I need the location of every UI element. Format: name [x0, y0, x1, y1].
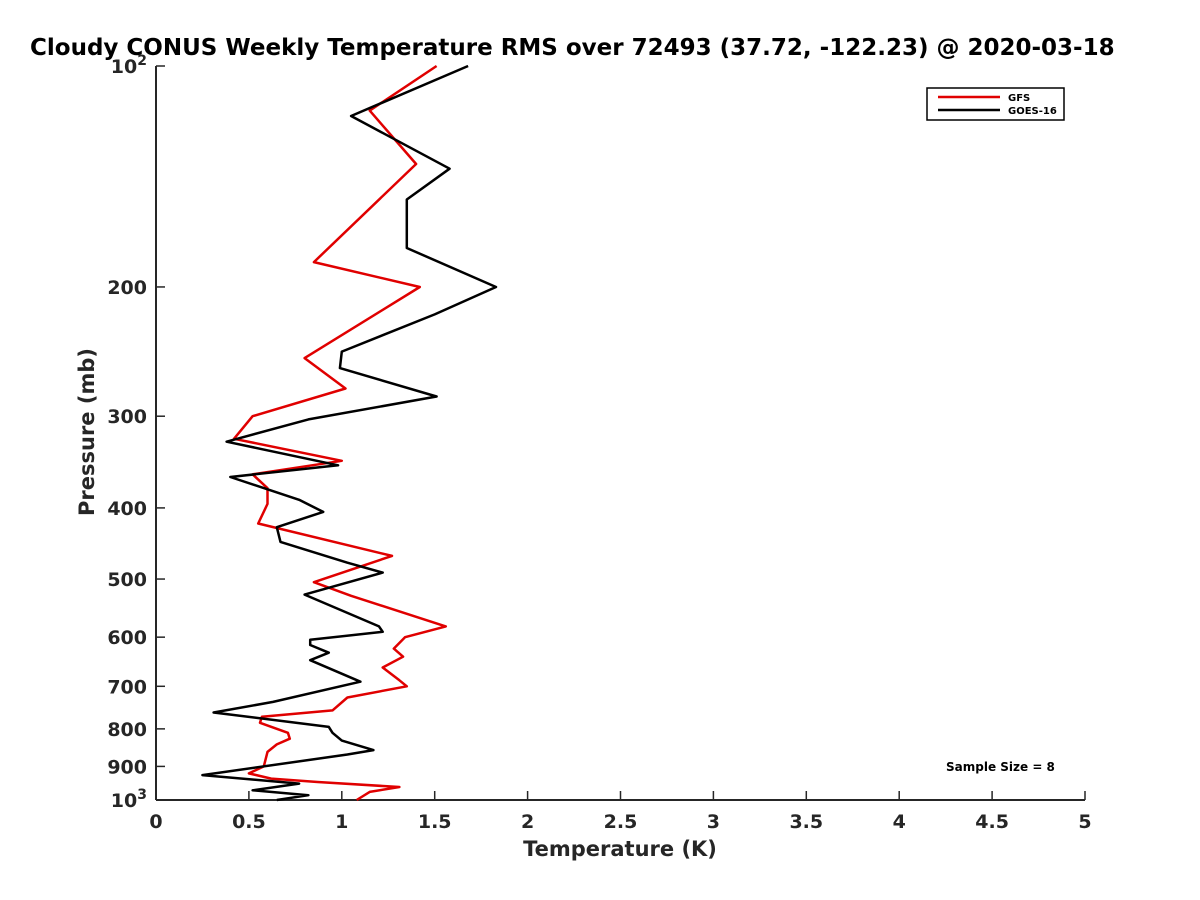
y-tick-label: 900: [107, 756, 147, 778]
x-tick-label: 0: [149, 811, 162, 833]
sample-size-annotation: Sample Size = 8: [946, 760, 1055, 774]
y-tick-label: 800: [107, 719, 147, 741]
x-tick-label: 1: [335, 811, 348, 833]
y-tick-label: 200: [107, 277, 147, 299]
y-tick-label: 103: [111, 787, 147, 812]
y-tick-label: 700: [107, 676, 147, 698]
y-axis-label: Pressure (mb): [75, 348, 99, 516]
chart-title: Cloudy CONUS Weekly Temperature RMS over…: [30, 35, 1115, 61]
x-tick-label: 2.5: [604, 811, 638, 833]
x-tick-label: 2: [521, 811, 534, 833]
legend-label-goes16: GOES-16: [1008, 106, 1057, 117]
y-tick-label: 400: [107, 498, 147, 520]
x-axis-label: Temperature (K): [523, 837, 717, 861]
series-line-gfs: [232, 64, 448, 802]
x-tick-label: 0.5: [232, 811, 266, 833]
y-tick-label: 500: [107, 569, 147, 591]
x-tick-label: 3.5: [789, 811, 823, 833]
y-tick-label: 300: [107, 406, 147, 428]
x-tick-label: 1.5: [418, 811, 452, 833]
x-tick-label: 4.5: [975, 811, 1009, 833]
legend: GFS GOES-16: [926, 87, 1065, 121]
x-tick-label: 3: [707, 811, 720, 833]
x-tick-label: 5: [1078, 811, 1091, 833]
legend-box: [926, 87, 1065, 121]
series-layer: [201, 64, 498, 802]
x-tick-label: 4: [893, 811, 906, 833]
y-tick-label: 600: [107, 627, 147, 649]
axes: 0 0.5 1 1.5 2 2.5 3 3.5 4 4.5 5 102 200 300 400 500 600 7…: [107, 53, 1091, 833]
y-tick-label: 102: [111, 53, 147, 78]
series-line-goes16: [201, 64, 498, 802]
legend-label-gfs: GFS: [1008, 93, 1030, 104]
